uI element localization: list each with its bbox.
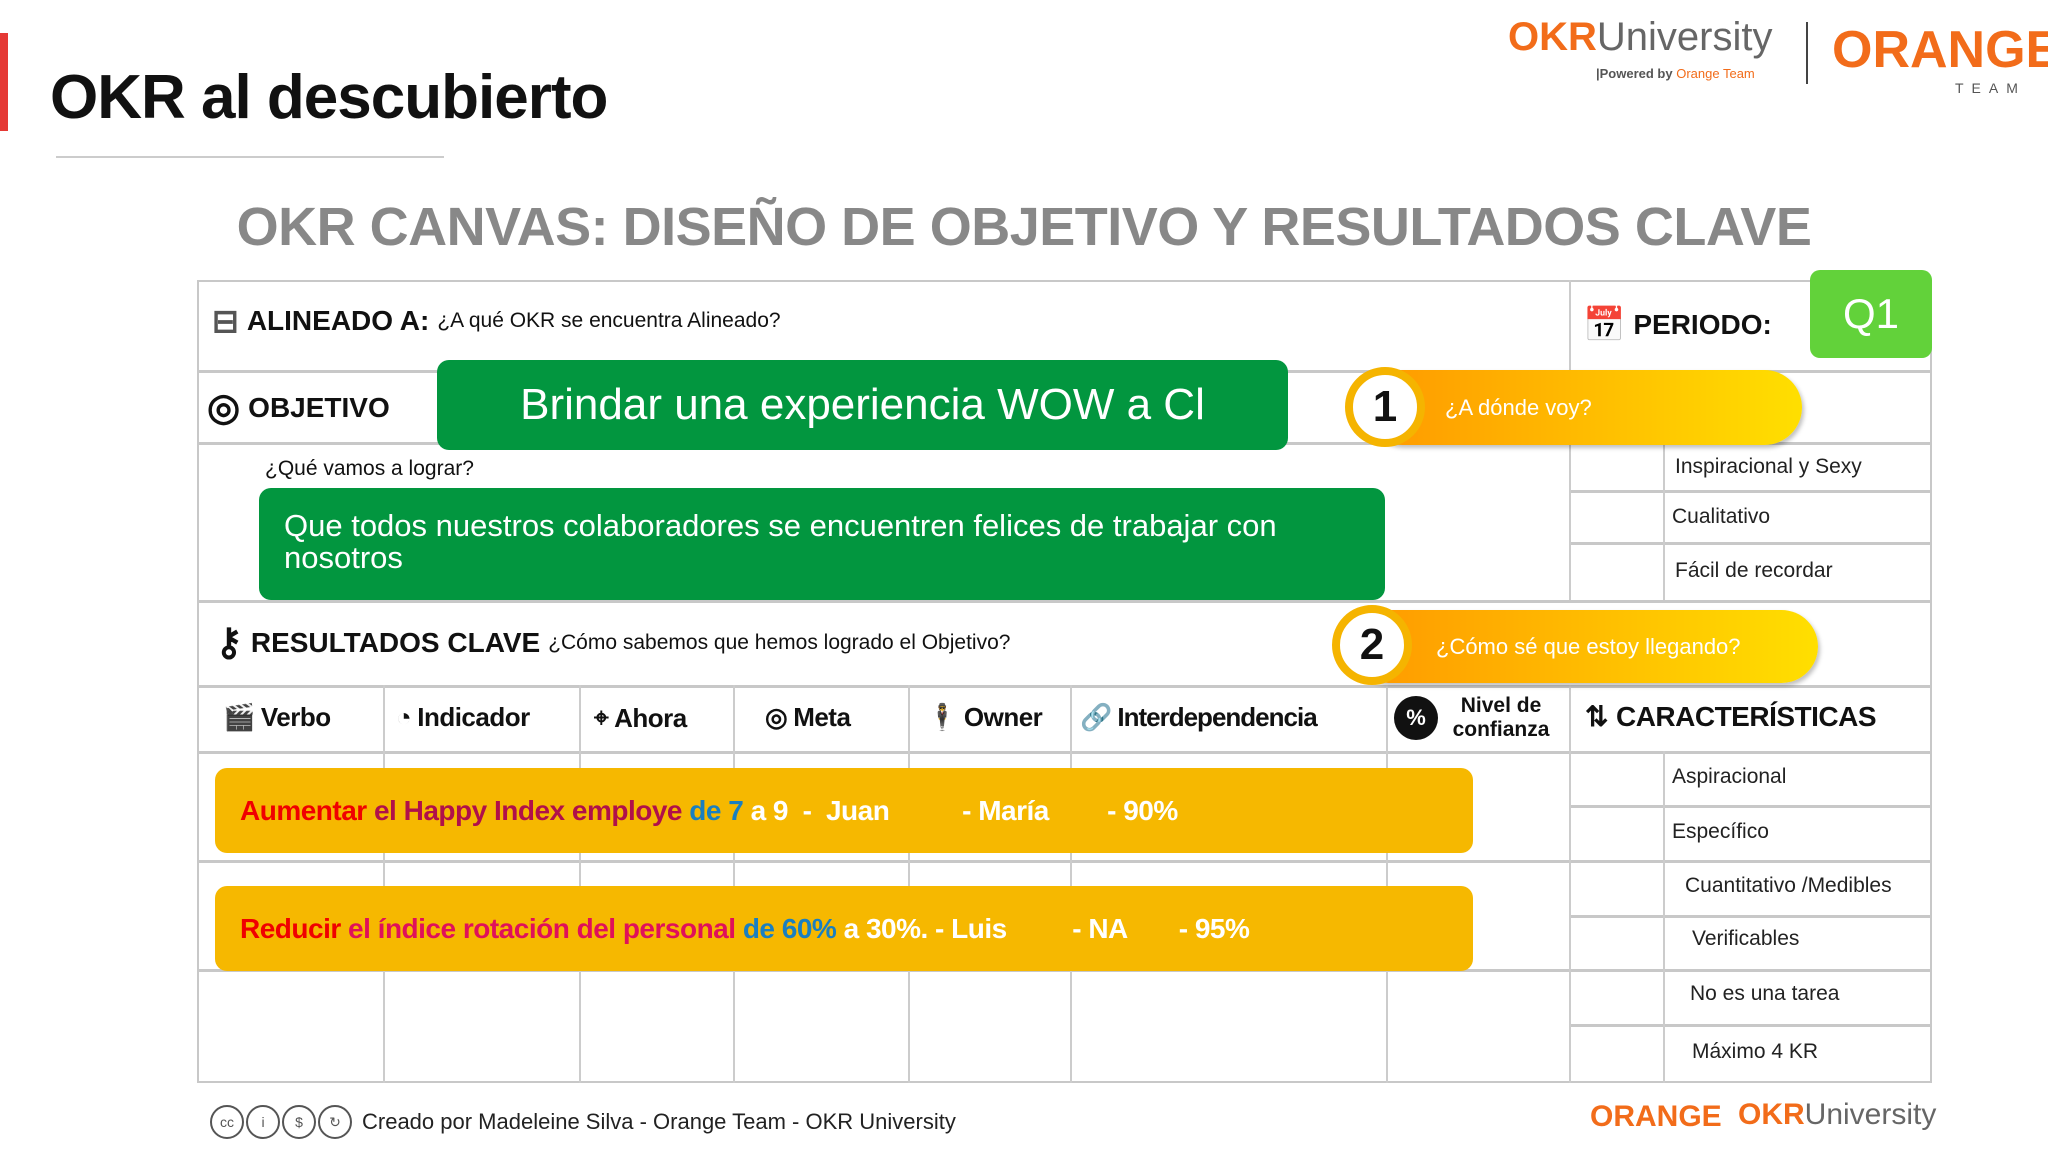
footer-okr-logo: OKRUniversity xyxy=(1738,1098,1937,1131)
title-underline xyxy=(56,156,444,158)
link-icon: 🔗 xyxy=(1080,702,1112,732)
aligned-question: ¿A qué OKR se encuentra Alineado? xyxy=(437,309,781,332)
aligned-row: ⊟ ALINEADO A: ¿A qué OKR se encuentra Al… xyxy=(212,302,781,340)
clapper-icon: 🎬 xyxy=(223,702,255,732)
column-verbo: 🎬 Verbo xyxy=(223,702,331,732)
period-label: PERIODO: xyxy=(1633,309,1772,340)
canvas-title: OKR CANVAS: DISEÑO DE OBJETIVO Y RESULTA… xyxy=(236,197,1812,257)
sort-arrows-icon: ⇅ xyxy=(1585,701,1608,732)
orange-team-logo: ORANGE xyxy=(1832,21,2048,79)
period-row: 📅 PERIODO: xyxy=(1583,305,1772,345)
column-ahora: ⌖ Ahora xyxy=(594,702,687,733)
column-confianza: % Nivel de confianza xyxy=(1394,694,1556,742)
trait-item: Máximo 4 KR xyxy=(1692,1040,1819,1063)
period-value[interactable]: Q1 xyxy=(1810,270,1932,358)
trait-item: Verificables xyxy=(1692,927,1800,950)
accent-bar xyxy=(0,33,8,131)
okr-canvas xyxy=(197,280,1932,1083)
kr-label-row: ⚷ RESULTADOS CLAVE ¿Cómo sabemos que hem… xyxy=(215,620,1010,665)
page-title: OKR al descubierto xyxy=(50,63,608,132)
orange-team-logo-sub: TEAM xyxy=(1955,80,2026,96)
logo-divider xyxy=(1806,22,1808,84)
key-result-row-1[interactable]: Aumentar el Happy Index employe de 7 a 9… xyxy=(215,768,1473,853)
creative-commons-icons: cc i $ ↻ xyxy=(210,1105,352,1139)
kr-question: ¿Cómo sabemos que hemos logrado el Objet… xyxy=(548,630,1011,654)
target-icon: ◎ xyxy=(765,702,788,732)
person-icon: 🕴 xyxy=(926,702,958,732)
align-icon: ⊟ xyxy=(212,303,239,339)
calendar-icon: 📅 xyxy=(1583,306,1626,344)
target-icon: ◎ xyxy=(207,387,241,429)
footer-orange-logo: ORANGE xyxy=(1590,1100,1722,1133)
key-result-row-2[interactable]: Reducir el índice rotación del personal … xyxy=(215,886,1473,971)
objective-label: OBJETIVO xyxy=(248,391,390,423)
key-icon: ⚷ xyxy=(215,622,243,664)
step1-pill: ¿A dónde voy? xyxy=(1365,370,1802,445)
percent-icon: % xyxy=(1394,696,1438,740)
logo-powered-by: |Powered by Orange Team xyxy=(1596,66,1755,81)
step2-pill: ¿Cómo sé que estoy llegando? xyxy=(1352,610,1818,683)
trait-item: Cuantitativo /Medibles xyxy=(1685,874,1892,897)
kr-label: RESULTADOS CLAVE xyxy=(250,626,541,658)
footer-credit: cc i $ ↻ Creado por Madeleine Silva - Orang… xyxy=(210,1105,956,1139)
step2-badge: 2 xyxy=(1332,605,1412,685)
gauge-icon: ◔ xyxy=(396,702,412,732)
objective-value[interactable]: Brindar una experiencia WOW a Cl xyxy=(437,360,1288,450)
credit-text: Creado por Madeleine Silva - Orange Team… xyxy=(362,1109,956,1134)
trait-item: No es una tarea xyxy=(1690,982,1840,1005)
location-pin-icon: ⌖ xyxy=(594,702,609,732)
objective-label-row: ◎ OBJETIVO xyxy=(207,385,390,430)
trait-item: Cualitativo xyxy=(1672,505,1771,528)
objective-question: ¿Qué vamos a lograr? xyxy=(265,457,474,480)
step1-badge: 1 xyxy=(1345,367,1425,447)
aligned-label: ALINEADO A: xyxy=(246,305,430,336)
trait-item: Inspiracional y Sexy xyxy=(1675,455,1862,478)
column-owner: 🕴 Owner xyxy=(926,702,1043,732)
okr-university-logo: OKRUniversity xyxy=(1508,15,1773,59)
trait-item: Fácil de recordar xyxy=(1675,559,1833,582)
column-meta: ◎ Meta xyxy=(765,702,851,732)
trait-item: Aspiracional xyxy=(1672,765,1787,788)
objective-description[interactable]: Que todos nuestros colaboradores se encu… xyxy=(259,488,1385,600)
column-indicador: ◔ Indicador xyxy=(396,702,530,732)
column-interdependencia: 🔗 Interdependencia xyxy=(1080,702,1318,732)
column-caracteristicas: ⇅ CARACTERÍSTICAS xyxy=(1585,700,1877,733)
trait-item: Específico xyxy=(1672,820,1769,843)
